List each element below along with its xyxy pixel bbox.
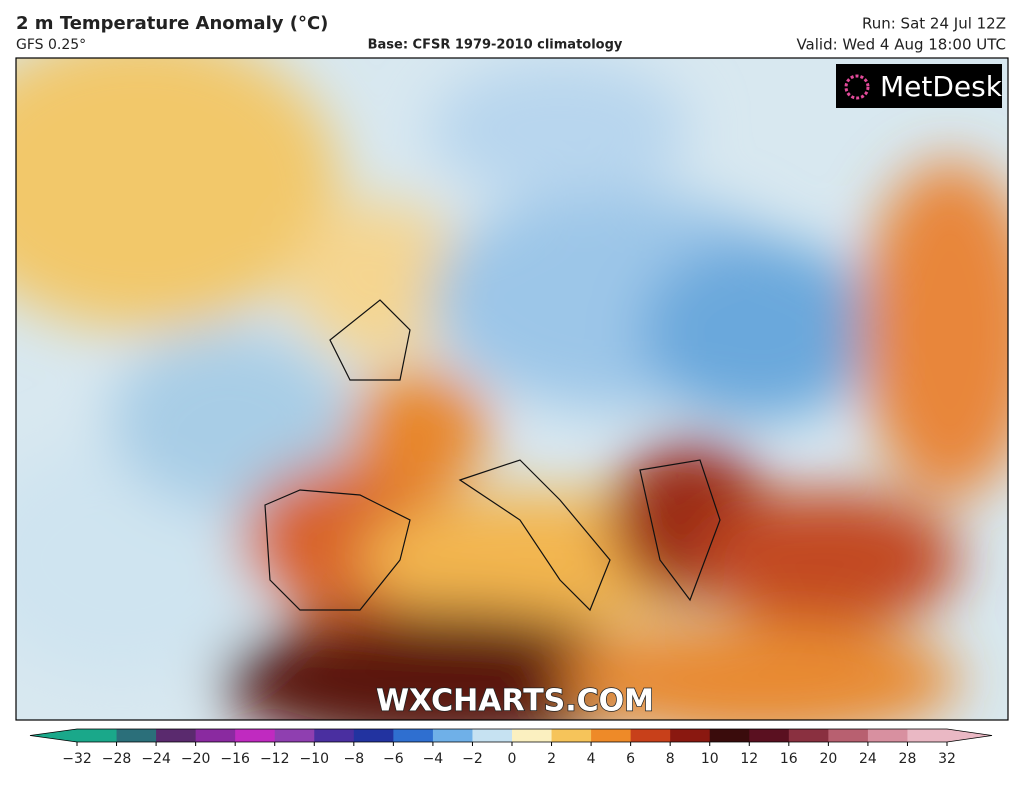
- colorbar-segment: [393, 729, 434, 742]
- colorbar-tick-label: 32: [938, 751, 956, 767]
- base: Base: CFSR 1979-2010 climatology: [368, 38, 623, 53]
- colorbar-tick-label: −16: [220, 751, 250, 767]
- colorbar-tick-label: 10: [701, 751, 719, 767]
- colorbar-tick-label: 16: [780, 751, 798, 767]
- model: GFS 0.25°: [16, 37, 86, 53]
- colorbar-segment: [274, 729, 315, 742]
- colorbar-segment: [156, 729, 197, 742]
- colorbar-end: [30, 729, 77, 742]
- map: MetDesk WXCHARTS.COM: [16, 58, 1008, 720]
- run: Run: Sat 24 Jul 12Z: [862, 15, 1006, 33]
- colorbar-segment: [472, 729, 513, 742]
- colorbar-tick-label: 4: [587, 751, 596, 767]
- colorbar-segment: [77, 729, 118, 742]
- logo: MetDesk: [880, 70, 1003, 103]
- colorbar-segment: [551, 729, 592, 742]
- colorbar-segment: [512, 729, 553, 742]
- colorbar-tick-label: −2: [462, 751, 483, 767]
- colorbar-end: [947, 729, 992, 742]
- colorbar-segment: [432, 729, 473, 742]
- colorbar-tick-label: −32: [62, 751, 92, 767]
- colorbar-segment: [116, 729, 157, 742]
- watermark: WXCHARTS.COM: [376, 684, 654, 719]
- colorbar-segment: [353, 729, 394, 742]
- colorbar-tick-label: 2: [547, 751, 556, 767]
- colorbar-segment: [828, 729, 869, 742]
- colorbar-tick-label: 28: [899, 751, 917, 767]
- colorbar-segment: [788, 729, 829, 742]
- colorbar-tick-label: −20: [181, 751, 211, 767]
- colorbar-tick-label: −4: [423, 751, 444, 767]
- colorbar-tick-label: −28: [102, 751, 132, 767]
- colorbar-tick-label: −24: [141, 751, 171, 767]
- valid: Valid: Wed 4 Aug 18:00 UTC: [796, 36, 1006, 54]
- colorbar-segment: [195, 729, 236, 742]
- colorbar-tick-label: −6: [383, 751, 404, 767]
- colorbar-segment: [314, 729, 355, 742]
- title: 2 m Temperature Anomaly (°C): [16, 13, 328, 34]
- colorbar-segment: [591, 729, 632, 742]
- colorbar-tick-label: 24: [859, 751, 877, 767]
- colorbar-tick-label: −12: [260, 751, 290, 767]
- map-frame: [15, 57, 1009, 721]
- colorbar-segment: [867, 729, 908, 742]
- colorbar-segment: [630, 729, 671, 742]
- colorbar-tick-label: 0: [508, 751, 517, 767]
- colorbar-tick-label: −8: [343, 751, 364, 767]
- colorbar-tick-label: −10: [299, 751, 329, 767]
- colorbar-segment: [235, 729, 276, 742]
- colorbar-tick-label: 20: [819, 751, 837, 767]
- colorbar-segment: [907, 729, 948, 742]
- colorbar-tick-label: 8: [666, 751, 675, 767]
- colorbar-segment: [709, 729, 750, 742]
- colorbar: −32 −28 −24 −20 −16 −12 −10 −8 −6 −4 −2 0 2 4 6 8 10 12 16…: [29, 728, 993, 767]
- colorbar-tick-label: 6: [626, 751, 635, 767]
- colorbar-tick-label: 12: [740, 751, 758, 767]
- colorbar-segment: [670, 729, 711, 742]
- colorbar-segment: [749, 729, 790, 742]
